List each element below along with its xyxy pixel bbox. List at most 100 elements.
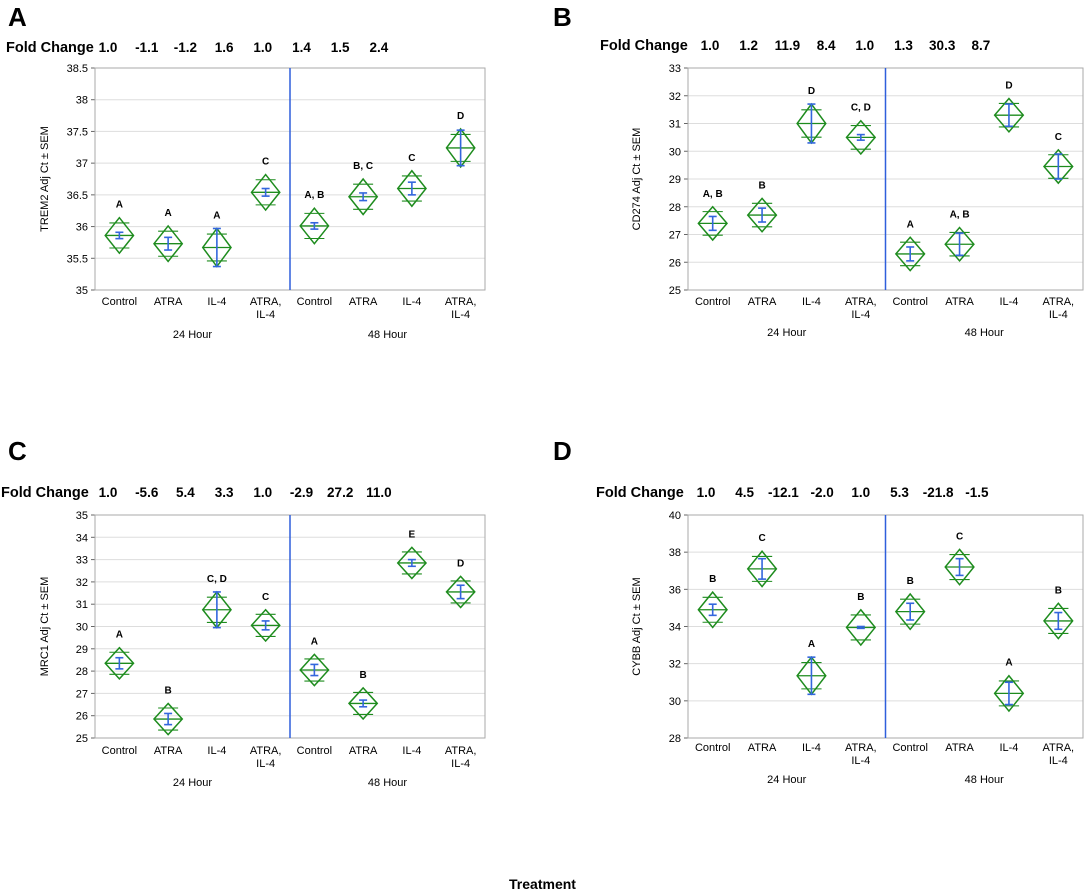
category-label: Control bbox=[695, 296, 730, 308]
significance-letter: C bbox=[408, 153, 415, 164]
y-tick-label: 35 bbox=[76, 510, 88, 522]
category-label: ATRA, bbox=[1043, 742, 1075, 754]
y-tick-label: 28 bbox=[669, 733, 681, 745]
panel-label: D bbox=[553, 436, 572, 466]
significance-letter: D bbox=[457, 558, 464, 569]
data-point: C bbox=[396, 153, 427, 208]
category-label: ATRA bbox=[154, 296, 183, 308]
group-label: 48 Hour bbox=[965, 774, 1004, 786]
significance-letter: B, C bbox=[353, 161, 373, 172]
data-point: B bbox=[894, 576, 926, 631]
data-point: D bbox=[445, 111, 476, 169]
data-point: B bbox=[697, 574, 728, 629]
significance-letter: C bbox=[758, 533, 765, 544]
significance-letter: A bbox=[213, 210, 220, 221]
significance-letter: B bbox=[165, 685, 172, 696]
mean-diamond bbox=[894, 236, 926, 272]
data-point: A bbox=[201, 210, 232, 268]
category-label: ATRA bbox=[748, 742, 777, 754]
x-axis-title: Treatment bbox=[509, 876, 576, 892]
mean-diamond bbox=[944, 226, 975, 263]
significance-letter: D bbox=[457, 111, 464, 122]
significance-letter: D bbox=[808, 86, 815, 97]
category-label: ATRA bbox=[154, 745, 183, 757]
y-tick-label: 28 bbox=[76, 666, 88, 678]
fold-change-label: Fold Change bbox=[596, 485, 684, 501]
data-point: A, B bbox=[944, 210, 975, 263]
fold-change-value: 1.3 bbox=[894, 38, 913, 53]
mean-diamond bbox=[299, 206, 330, 245]
y-tick-label: 38 bbox=[669, 547, 681, 559]
category-label: ATRA, bbox=[250, 296, 282, 308]
category-label: IL-4 bbox=[1049, 309, 1068, 321]
category-label: IL-4 bbox=[999, 742, 1018, 754]
mean-diamond bbox=[697, 590, 728, 629]
mean-diamond bbox=[299, 653, 330, 687]
data-point: E bbox=[396, 529, 428, 580]
category-label: Control bbox=[102, 296, 137, 308]
mean-diamond bbox=[993, 97, 1025, 133]
mean-diamond bbox=[845, 608, 877, 647]
significance-letter: A bbox=[116, 630, 123, 641]
significance-letter: C, D bbox=[207, 574, 227, 585]
group-label: 48 Hour bbox=[965, 327, 1004, 339]
data-point: A bbox=[104, 630, 135, 681]
fold-change-value: 4.5 bbox=[735, 485, 754, 500]
data-point: A, B bbox=[697, 189, 728, 242]
mean-diamond bbox=[250, 173, 281, 212]
data-point: B bbox=[845, 592, 877, 647]
fold-change-value: 1.0 bbox=[855, 38, 874, 53]
mean-diamond bbox=[746, 197, 778, 233]
y-axis-title: CD274 Adj Ct ± SEM bbox=[631, 128, 643, 231]
category-label: Control bbox=[695, 742, 730, 754]
data-point: D bbox=[445, 558, 476, 609]
significance-letter: C bbox=[262, 157, 269, 168]
significance-letter: A bbox=[116, 200, 123, 211]
panel-label: A bbox=[8, 2, 27, 32]
fold-change-value: -5.6 bbox=[135, 485, 159, 500]
category-label: ATRA, bbox=[1043, 296, 1075, 308]
significance-letter: B bbox=[857, 592, 864, 603]
data-point: C bbox=[1043, 132, 1074, 185]
category-label: Control bbox=[102, 745, 137, 757]
mean-diamond bbox=[396, 546, 428, 580]
y-tick-label: 31 bbox=[669, 119, 681, 131]
category-label: ATRA bbox=[945, 296, 974, 308]
mean-diamond bbox=[1043, 602, 1074, 640]
mean-diamond bbox=[746, 550, 778, 588]
category-label: IL-4 bbox=[402, 745, 421, 757]
panel-label: C bbox=[8, 436, 27, 466]
y-tick-label: 30 bbox=[76, 622, 88, 634]
data-point: B bbox=[1043, 585, 1074, 640]
category-label: ATRA bbox=[349, 296, 378, 308]
y-tick-label: 26 bbox=[669, 257, 681, 269]
y-tick-label: 25 bbox=[669, 285, 681, 297]
significance-letter: C bbox=[1055, 132, 1062, 143]
significance-letter: A, B bbox=[703, 189, 723, 200]
fold-change-value: 11.0 bbox=[366, 485, 392, 500]
y-tick-label: 32 bbox=[669, 659, 681, 671]
significance-letter: B bbox=[709, 574, 716, 585]
data-point: B bbox=[152, 685, 184, 736]
fold-change-value: -2.0 bbox=[810, 485, 833, 500]
data-point: A bbox=[104, 200, 135, 255]
data-point: C bbox=[944, 531, 975, 586]
fold-change-value: -1.2 bbox=[174, 40, 197, 55]
category-label: Control bbox=[297, 296, 332, 308]
panel-label: B bbox=[553, 2, 572, 32]
mean-diamond bbox=[445, 127, 476, 169]
fold-change-value: 11.9 bbox=[775, 38, 801, 53]
y-tick-label: 29 bbox=[76, 644, 88, 656]
category-label: IL-4 bbox=[1049, 755, 1068, 767]
mean-diamond bbox=[944, 548, 975, 586]
significance-letter: D bbox=[1005, 81, 1012, 92]
data-point: A bbox=[796, 639, 827, 696]
fold-change-value: 1.5 bbox=[331, 40, 350, 55]
y-tick-label: 36 bbox=[76, 222, 88, 234]
fold-change-value: 3.3 bbox=[215, 485, 234, 500]
data-point: C, D bbox=[845, 103, 877, 156]
category-label: Control bbox=[297, 745, 332, 757]
category-label: IL-4 bbox=[802, 742, 821, 754]
y-tick-label: 38 bbox=[76, 95, 88, 107]
significance-letter: C, D bbox=[851, 103, 871, 114]
